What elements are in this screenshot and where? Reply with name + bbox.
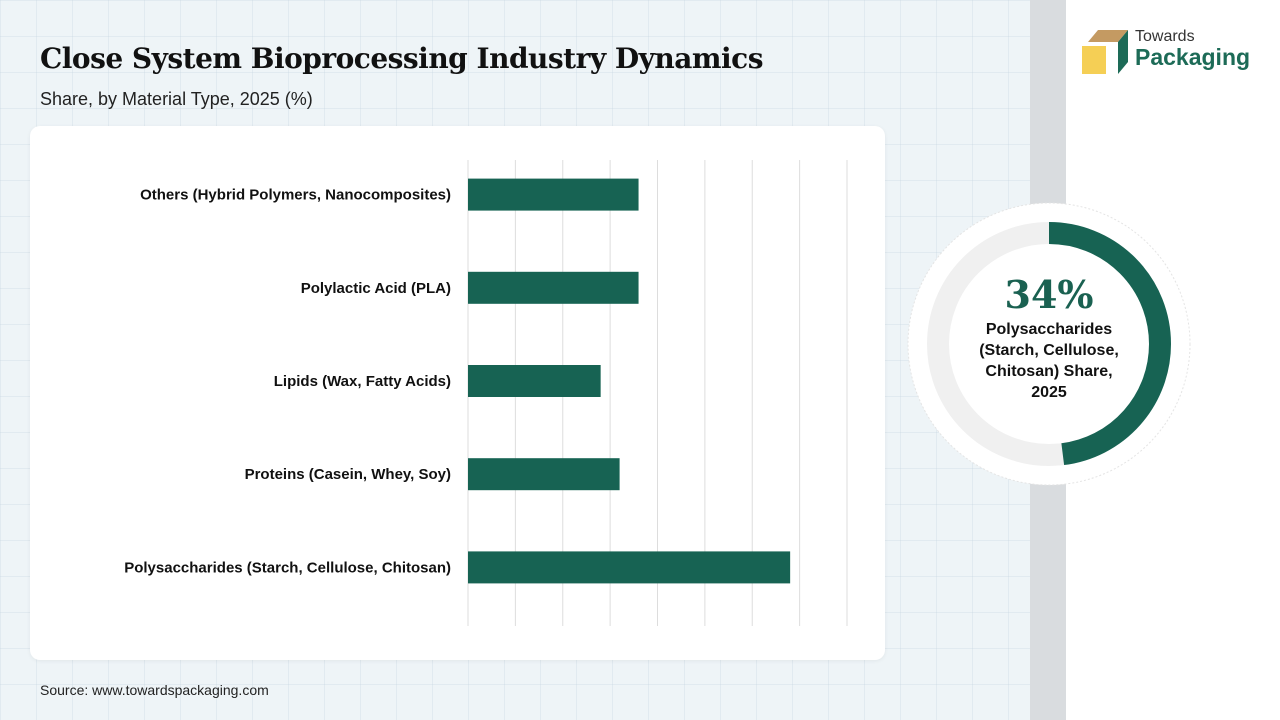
- box-logo-icon: [1082, 30, 1128, 74]
- source-text: Source: www.towardspackaging.com: [40, 682, 269, 698]
- category-label: Polysaccharides (Starch, Cellulose, Chit…: [124, 559, 451, 576]
- donut-value: 34%: [1004, 272, 1094, 317]
- bar: [468, 271, 639, 304]
- page-title: Close System Bioprocessing Industry Dyna…: [40, 42, 763, 75]
- bar: [468, 365, 601, 397]
- donut-center: 34% Polysaccharides (Starch, Cellulose, …: [969, 272, 1129, 403]
- page-subtitle: Share, by Material Type, 2025 (%): [40, 89, 313, 109]
- bar: [468, 551, 791, 584]
- donut-label: Polysaccharides (Starch, Cellulose, Chit…: [979, 321, 1119, 401]
- bar: [468, 458, 620, 491]
- logo-text-packaging: Packaging: [1135, 44, 1251, 70]
- category-label: Proteins (Casein, Whey, Soy): [245, 466, 451, 483]
- chart-card: Others (Hybrid Polymers, Nanocomposites)…: [30, 126, 885, 660]
- donut-arc: [927, 222, 1171, 466]
- category-label: Others (Hybrid Polymers, Nanocomposites): [140, 187, 451, 204]
- donut-chart: [907, 202, 1191, 486]
- category-label: Polylactic Acid (PLA): [301, 280, 451, 297]
- logo: Towards Packaging: [1082, 28, 1262, 78]
- bar-chart: Others (Hybrid Polymers, Nanocomposites)…: [124, 160, 848, 626]
- bar: [468, 178, 639, 211]
- donut-outer-ring: [907, 202, 1191, 486]
- category-label: Lipids (Wax, Fatty Acids): [274, 373, 451, 390]
- logo-text-towards: Towards: [1135, 28, 1195, 45]
